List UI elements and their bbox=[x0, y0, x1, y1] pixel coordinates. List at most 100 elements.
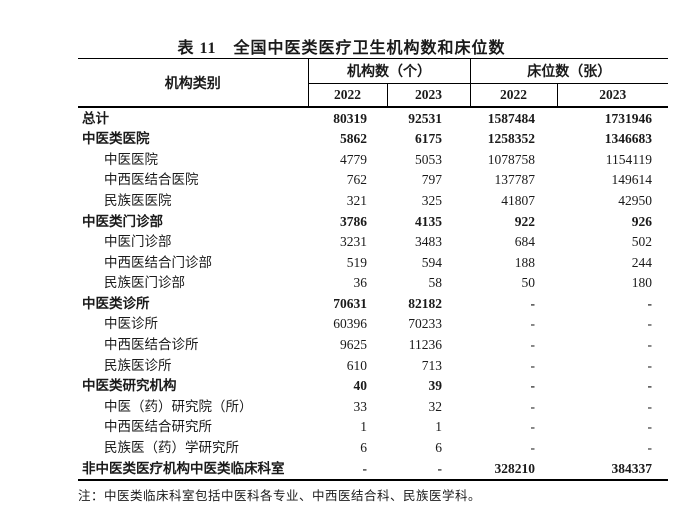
cell-value: - bbox=[530, 398, 536, 414]
cell-value: - bbox=[647, 398, 653, 414]
row-label: 民族医（药）学研究所 bbox=[104, 440, 239, 456]
cell-value: 321 bbox=[346, 192, 367, 208]
row-label: 民族医门诊部 bbox=[104, 275, 185, 291]
cell-value: 4135 bbox=[415, 213, 442, 229]
row-label: 中医（药）研究院（所） bbox=[104, 398, 253, 414]
cell-value: 1587484 bbox=[487, 110, 535, 126]
cell-value: 1258352 bbox=[487, 131, 535, 147]
cell-value: 610 bbox=[346, 357, 367, 373]
row-label: 中医医院 bbox=[104, 151, 158, 167]
cell-value: 39 bbox=[428, 378, 443, 394]
header-year-institutions-2022: 2022 bbox=[308, 83, 387, 108]
header-year-row: 2022 2023 2022 2023 bbox=[78, 83, 668, 108]
cell-value: - bbox=[647, 378, 653, 394]
row-label: 中医类研究机构 bbox=[82, 378, 177, 394]
cell-value: 6175 bbox=[415, 131, 442, 147]
cell-value: 5862 bbox=[340, 131, 367, 147]
cell-value: 50 bbox=[521, 275, 536, 291]
table-row: 民族医诊所 610 713 - - bbox=[78, 355, 668, 376]
cell-value: 60396 bbox=[333, 316, 367, 332]
table-row: 民族医门诊部 36 58 50 180 bbox=[78, 273, 668, 294]
cell-value: 188 bbox=[514, 254, 535, 270]
header-institutions-count-group: 机构数（个） bbox=[308, 58, 471, 84]
cell-value: - bbox=[647, 316, 653, 332]
row-label: 中西医结合医院 bbox=[104, 172, 199, 188]
header-year-beds-2023: 2023 bbox=[556, 83, 668, 108]
cell-value: 1 bbox=[360, 419, 367, 435]
cell-value: 180 bbox=[631, 275, 652, 291]
header-beds-count-group: 床位数（张） bbox=[470, 58, 668, 84]
row-label: 中医类医院 bbox=[82, 131, 150, 147]
cell-value: 36 bbox=[353, 275, 368, 291]
cell-value: 82182 bbox=[408, 295, 442, 311]
cell-value: 58 bbox=[428, 275, 443, 291]
header-institution-type: 机构类别 bbox=[78, 58, 309, 108]
cell-value: - bbox=[647, 440, 653, 456]
row-label: 中医诊所 bbox=[104, 316, 158, 332]
cell-value: 70233 bbox=[408, 316, 442, 332]
header-group-row: 机构类别 机构数（个） 床位数（张） bbox=[78, 58, 668, 108]
cell-value: - bbox=[647, 419, 653, 435]
header-year-beds-2022: 2022 bbox=[469, 83, 557, 108]
cell-value: 1154119 bbox=[605, 151, 652, 167]
cell-value: 42950 bbox=[618, 192, 652, 208]
cell-value: - bbox=[647, 337, 653, 353]
cell-value: 713 bbox=[421, 357, 442, 373]
table-row: 中医医院 4779 5053 1078758 1154119 bbox=[78, 149, 668, 170]
table-row: 中西医结合门诊部 519 594 188 244 bbox=[78, 252, 668, 273]
cell-value: 1346683 bbox=[604, 131, 652, 147]
cell-value: 80319 bbox=[333, 110, 367, 126]
statistics-table: 机构类别 机构数（个） 床位数（张） 2022 2023 2022 2023 总… bbox=[78, 58, 668, 481]
cell-value: 797 bbox=[421, 172, 442, 188]
cell-value: 3231 bbox=[340, 234, 367, 250]
table-row: 中西医结合研究所 1 1 - - bbox=[78, 417, 668, 438]
row-label: 非中医类医疗机构中医类临床科室 bbox=[78, 458, 308, 481]
row-label: 民族医医院 bbox=[104, 192, 172, 208]
cell-value: 922 bbox=[514, 213, 535, 229]
cell-value: 149614 bbox=[611, 172, 653, 188]
cell-value: 384337 bbox=[557, 458, 668, 481]
header-year-institutions-2023: 2023 bbox=[386, 83, 470, 108]
cell-value: 502 bbox=[631, 234, 652, 250]
cell-value: - bbox=[387, 458, 470, 481]
cell-value: 1078758 bbox=[487, 151, 535, 167]
cell-value: 6 bbox=[360, 440, 367, 456]
cell-value: - bbox=[530, 378, 536, 394]
row-label: 总计 bbox=[82, 110, 109, 126]
cell-value: - bbox=[647, 357, 653, 373]
cell-value: 9625 bbox=[340, 337, 367, 353]
table-header: 机构类别 机构数（个） 床位数（张） 2022 2023 2022 2023 bbox=[78, 58, 668, 108]
cell-value: - bbox=[530, 357, 536, 373]
table-row: 民族医（药）学研究所 6 6 - - bbox=[78, 438, 668, 459]
row-label: 中西医结合门诊部 bbox=[104, 254, 212, 270]
row-label: 中西医结合诊所 bbox=[104, 337, 199, 353]
row-label: 中医类诊所 bbox=[82, 295, 150, 311]
cell-value: 328210 bbox=[470, 458, 557, 481]
cell-value: 594 bbox=[421, 254, 442, 270]
row-label: 中医类门诊部 bbox=[82, 213, 163, 229]
cell-value: 4779 bbox=[340, 151, 367, 167]
row-label: 中医门诊部 bbox=[104, 234, 172, 250]
cell-value: 519 bbox=[346, 254, 367, 270]
cell-value: 325 bbox=[421, 192, 442, 208]
cell-value: 244 bbox=[631, 254, 652, 270]
table-row: 非中医类医疗机构中医类临床科室 - -328210 384337 bbox=[78, 458, 668, 481]
table-body: 总计 80319 92531 1587484 1731946 中医类医院 5862 6175 1… bbox=[78, 107, 668, 481]
cell-value: 33 bbox=[353, 398, 368, 414]
cell-value: 3483 bbox=[415, 234, 442, 250]
table-title: 表 11 全国中医类医疗卫生机构数和床位数 bbox=[177, 40, 506, 57]
cell-value: - bbox=[530, 295, 536, 311]
table-row: 中医类医院 5862 6175 1258352 1346683 bbox=[78, 129, 668, 150]
cell-value: 1 bbox=[435, 419, 442, 435]
row-label: 民族医诊所 bbox=[104, 357, 172, 373]
table-row: 中医类研究机构 40 39 - - bbox=[78, 376, 668, 397]
table-row: 中医（药）研究院（所） 33 32 - - bbox=[78, 396, 668, 417]
cell-value: - bbox=[530, 419, 536, 435]
cell-value: 137787 bbox=[494, 172, 536, 188]
cell-value: 32 bbox=[428, 398, 443, 414]
cell-value: - bbox=[308, 458, 387, 481]
table-row: 中医诊所 60396 70233 - - bbox=[78, 314, 668, 335]
cell-value: 40 bbox=[353, 378, 368, 394]
footnote: 注：中医类临床科室包括中医科各专业、中西医结合科、民族医学科。 bbox=[78, 489, 482, 503]
